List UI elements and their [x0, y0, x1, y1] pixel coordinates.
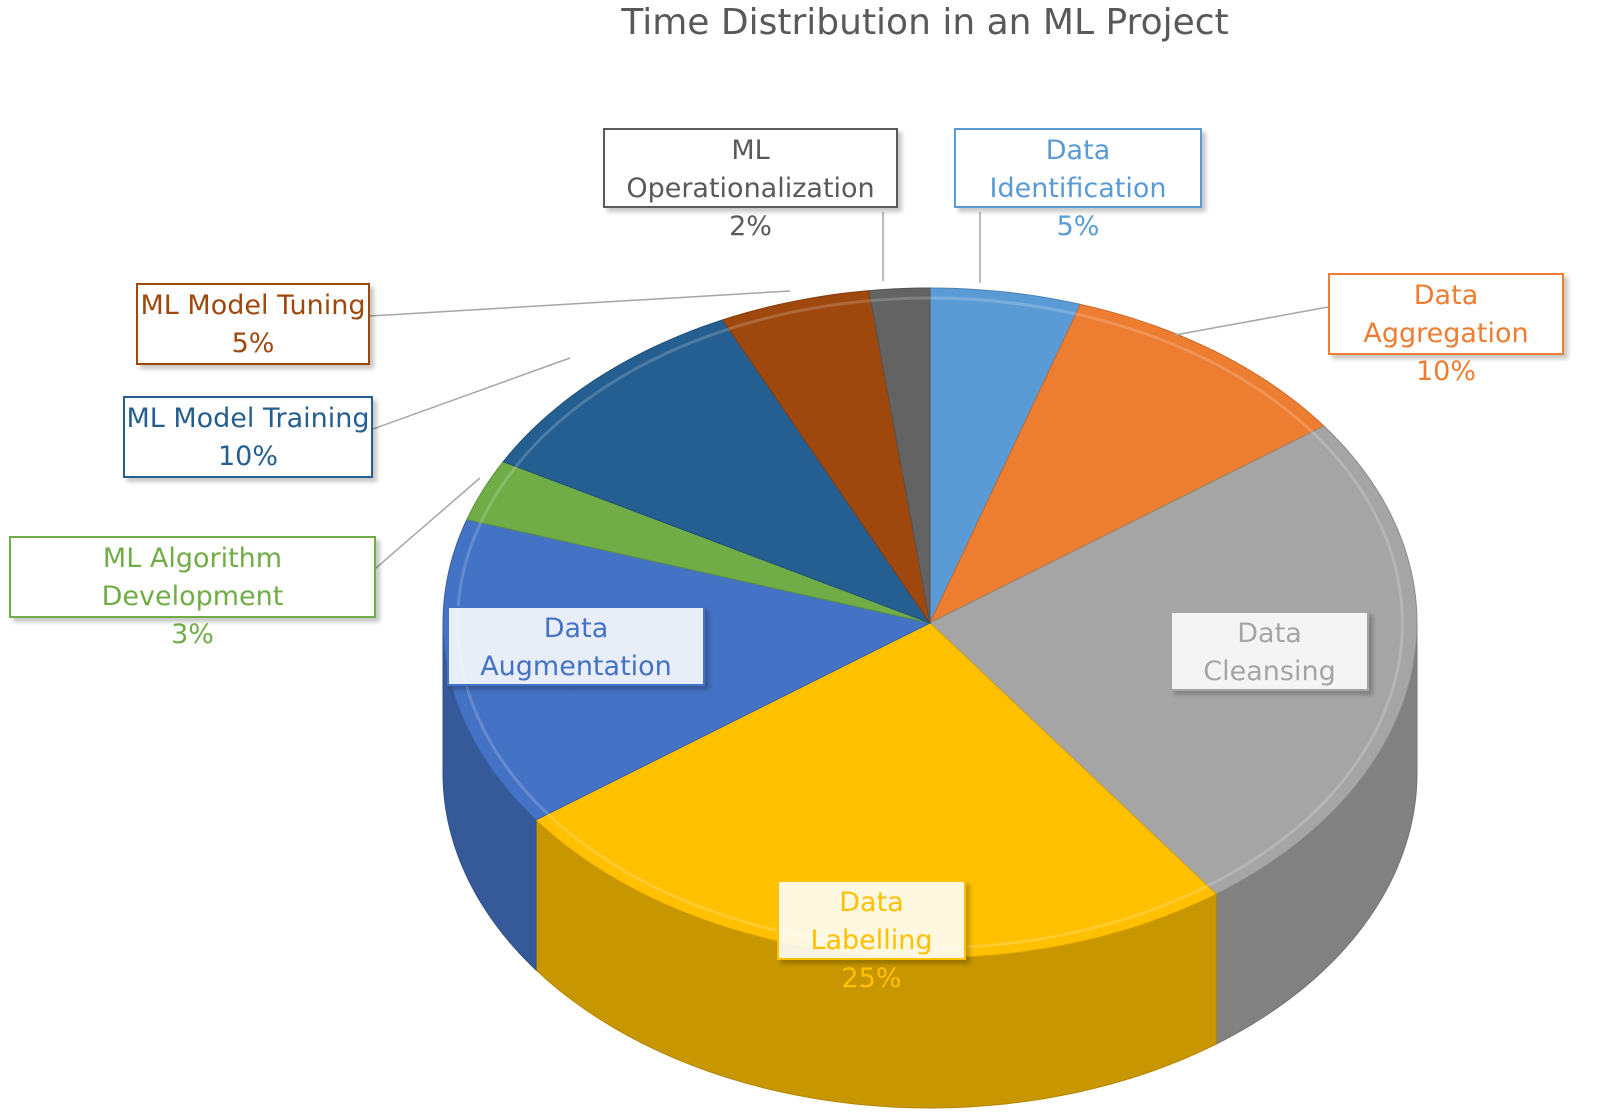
data-label-value: 2% [729, 211, 772, 242]
pie-slice-ml-model-tuning [721, 290, 931, 624]
data-label-ml-algorithm-development: ML Algorithm Development 3% [9, 536, 376, 650]
data-label-value: 25% [841, 963, 902, 994]
data-label-name: Data Aggregation [1363, 280, 1529, 349]
data-label-value: 25% [1239, 694, 1300, 725]
data-label-value: 10% [1415, 356, 1476, 387]
chart-title: Time Distribution in an ML Project [621, 2, 1229, 43]
pie-slice-ml-algorithm-development [466, 461, 931, 624]
data-label-name: ML Model Tuning [140, 290, 366, 321]
pie-slice-ml-operationalization [868, 287, 931, 624]
pie-slice-ml-model-training [502, 319, 932, 625]
data-label-data-identification: Data Identification 5% [954, 128, 1202, 242]
data-label-value: 10% [217, 441, 278, 472]
leader-line-data-aggregation [1174, 306, 1329, 336]
data-label-value: 5% [1056, 211, 1100, 242]
leader-line-ml-model-tuning [369, 290, 791, 317]
data-label-value: 15% [545, 689, 606, 720]
data-label-name: ML Algorithm Development [101, 543, 284, 612]
data-label-data-cleansing: Data Cleansing 25% [1170, 611, 1369, 725]
pie-slice-data-aggregation [928, 303, 1325, 625]
data-label-ml-model-training: ML Model Training 10% [123, 396, 373, 478]
data-label-data-augmentation: Data Augmentation 15% [447, 606, 705, 720]
data-label-name: Data Labelling [810, 887, 933, 956]
data-label-name: Data Cleansing [1203, 618, 1336, 687]
data-label-name: ML Model Training [126, 403, 370, 434]
data-label-name: Data Augmentation [480, 613, 672, 682]
data-label-name: Data Identification [989, 135, 1167, 204]
leader-line-ml-algorithm-development [375, 477, 481, 569]
pie-slice-data-identification [929, 287, 1082, 624]
data-label-ml-model-tuning: ML Model Tuning 5% [136, 283, 370, 365]
data-label-data-labelling: Data Labelling 25% [777, 880, 966, 994]
data-label-value: 5% [231, 328, 275, 359]
data-label-value: 3% [171, 619, 214, 650]
data-label-ml-operationalization: ML Operationalization 2% [603, 128, 898, 242]
data-label-data-aggregation: Data Aggregation 10% [1328, 273, 1564, 387]
leader-line-ml-model-training [372, 357, 571, 430]
data-label-name: ML Operationalization [626, 135, 875, 204]
